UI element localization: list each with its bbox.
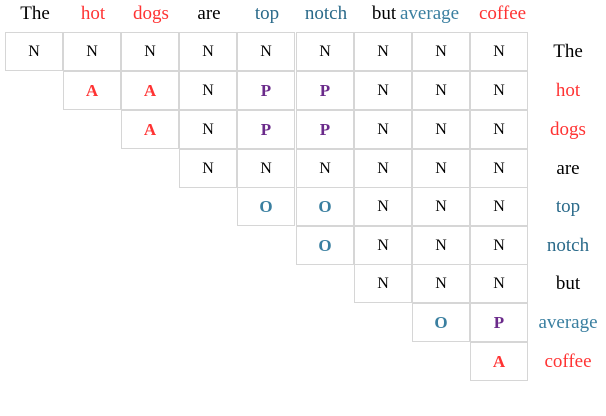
row-word-0: The bbox=[553, 41, 583, 62]
column-word-0: The bbox=[20, 3, 50, 24]
row-word-6: but bbox=[555, 273, 581, 294]
matrix-cell: N bbox=[470, 71, 528, 110]
matrix-cell: P bbox=[237, 110, 295, 149]
matrix-cell: N bbox=[179, 110, 237, 149]
matrix-cell: N bbox=[354, 187, 412, 226]
row-word-3: are bbox=[556, 158, 580, 179]
matrix-cell: N bbox=[237, 149, 295, 188]
column-word-5: notch bbox=[304, 3, 348, 24]
matrix-cell: N bbox=[470, 110, 528, 149]
matrix-cell: P bbox=[296, 110, 354, 149]
matrix-cell: N bbox=[354, 32, 412, 71]
matrix-cell: N bbox=[470, 226, 528, 265]
column-word-7: average bbox=[400, 3, 460, 24]
matrix-cell: N bbox=[354, 226, 412, 265]
matrix-cell: N bbox=[179, 32, 237, 71]
matrix-cell: N bbox=[470, 187, 528, 226]
row-word-4: top bbox=[555, 196, 581, 217]
matrix-cell: O bbox=[237, 187, 295, 226]
matrix-cell: N bbox=[179, 71, 237, 110]
matrix-cell: N bbox=[412, 71, 470, 110]
matrix-cell: N bbox=[412, 149, 470, 188]
matrix-cell: A bbox=[470, 342, 528, 381]
matrix-cell: N bbox=[354, 149, 412, 188]
matrix-cell: O bbox=[296, 226, 354, 265]
matrix-cell: O bbox=[412, 303, 470, 342]
matrix-cell: A bbox=[121, 110, 179, 149]
matrix-cell: N bbox=[470, 32, 528, 71]
matrix-cell: N bbox=[237, 32, 295, 71]
column-word-1: hot bbox=[80, 3, 106, 24]
matrix-cell: N bbox=[470, 264, 528, 303]
matrix-cell: N bbox=[296, 32, 354, 71]
matrix-cell: N bbox=[354, 71, 412, 110]
column-word-6: but bbox=[371, 3, 397, 24]
column-word-3: are bbox=[197, 3, 221, 24]
matrix-cell: O bbox=[296, 187, 354, 226]
matrix-cell: N bbox=[296, 149, 354, 188]
matrix-cell: P bbox=[296, 71, 354, 110]
matrix-cell: P bbox=[470, 303, 528, 342]
row-word-7: average bbox=[538, 312, 598, 333]
matrix-cell: P bbox=[237, 71, 295, 110]
matrix-cell: N bbox=[412, 264, 470, 303]
matrix-cell: A bbox=[63, 71, 121, 110]
row-word-8: coffee bbox=[544, 351, 592, 372]
matrix-cell: A bbox=[121, 71, 179, 110]
matrix-cell: N bbox=[412, 226, 470, 265]
row-word-1: hot bbox=[555, 80, 581, 101]
matrix-cell: N bbox=[412, 187, 470, 226]
matrix-cell: N bbox=[121, 32, 179, 71]
row-word-2: dogs bbox=[550, 119, 586, 140]
matrix-cell: N bbox=[412, 110, 470, 149]
column-word-8: coffee bbox=[479, 3, 527, 24]
column-word-4: top bbox=[254, 3, 280, 24]
matrix-cell: N bbox=[470, 149, 528, 188]
column-word-2: dogs bbox=[133, 3, 169, 24]
matrix-cell: N bbox=[354, 110, 412, 149]
matrix-cell: N bbox=[354, 264, 412, 303]
matrix-cell: N bbox=[63, 32, 121, 71]
matrix-cell: N bbox=[412, 32, 470, 71]
row-word-5: notch bbox=[546, 235, 590, 256]
matrix-cell: N bbox=[5, 32, 63, 71]
matrix-cell: N bbox=[179, 149, 237, 188]
